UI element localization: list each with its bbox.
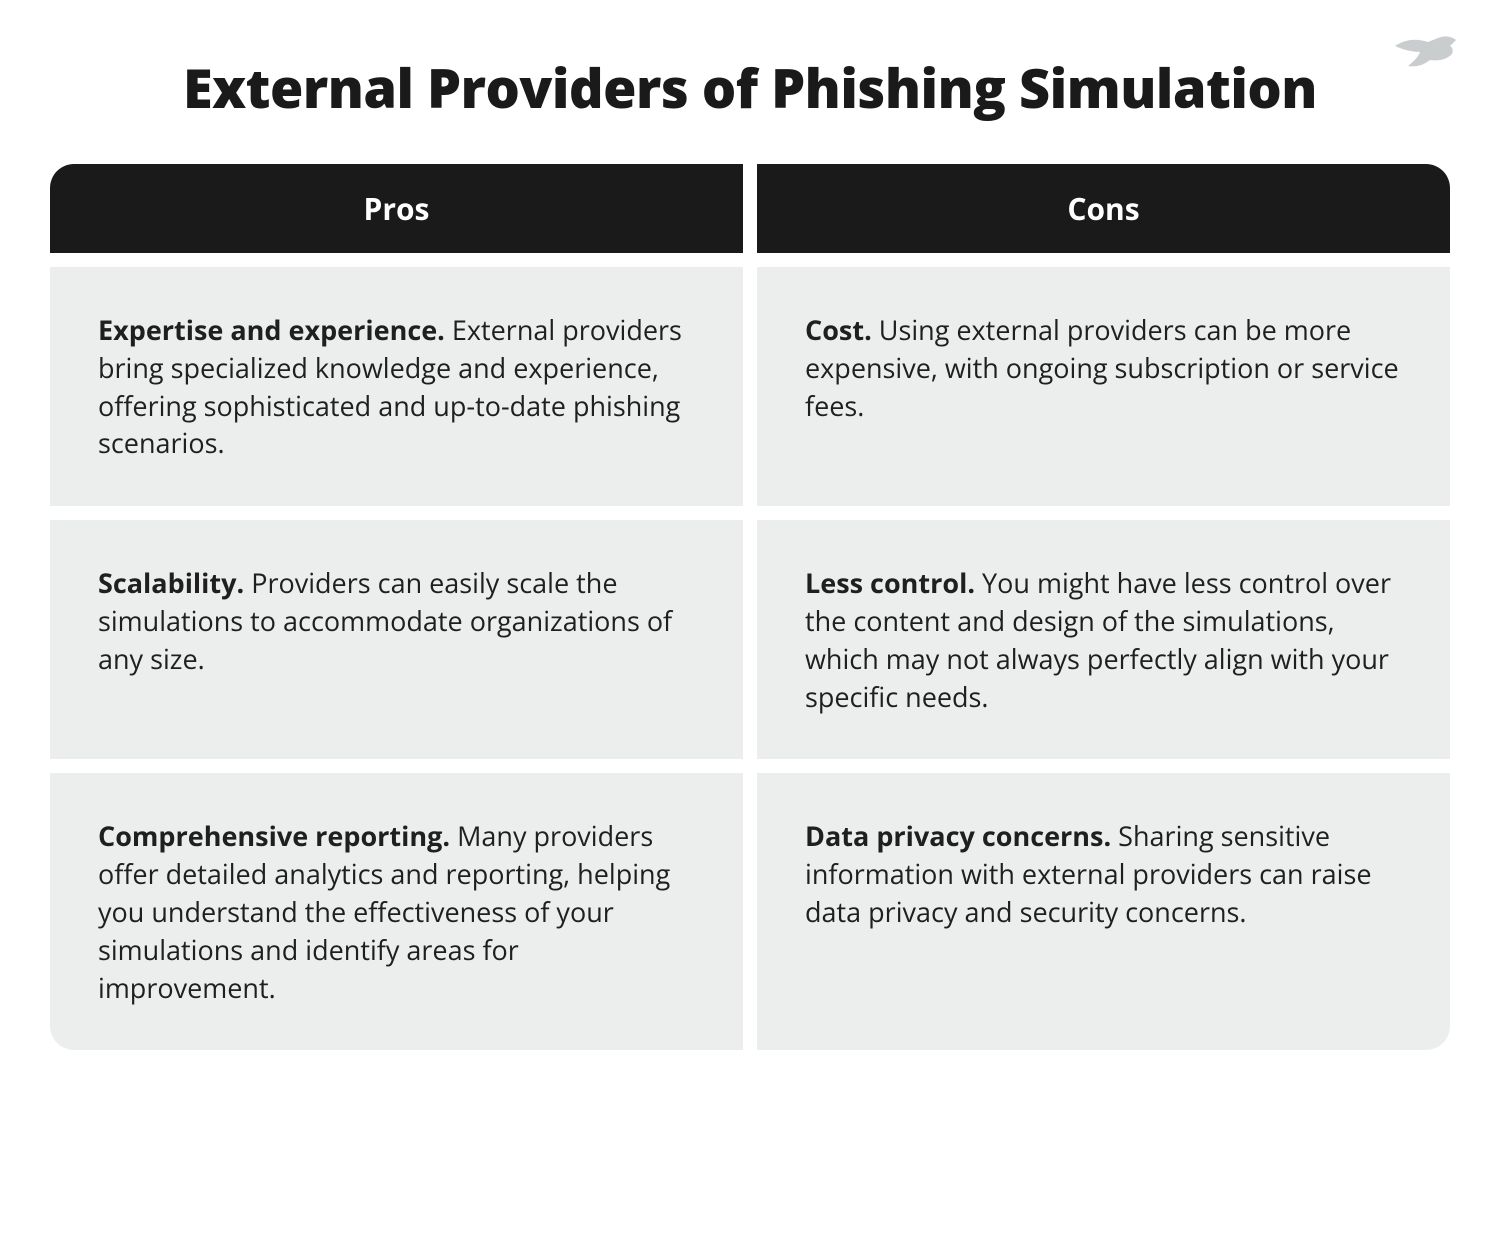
pros-cons-table: Pros Cons Expertise and experience. Exte… [50,164,1450,1050]
pros-cell: Scalability. Providers can easily scale … [50,520,743,759]
pros-cell: Expertise and experience. External provi… [50,267,743,506]
table-row: Expertise and experience. External provi… [50,267,1450,506]
page-title: External Providers of Phishing Simulatio… [50,50,1450,124]
cell-title: Cost. [805,311,872,348]
cell-title: Comprehensive reporting. [98,817,450,854]
bird-logo-icon [1390,28,1460,78]
cons-cell: Data privacy concerns. Sharing sensitive… [757,773,1450,1050]
cell-title: Scalability. [98,564,244,601]
cell-body: Using external providers can be more exp… [805,311,1399,424]
cell-title: Expertise and experience. [98,311,445,348]
table-row: Comprehensive reporting. Many providers … [50,773,1450,1050]
table-row: Scalability. Providers can easily scale … [50,520,1450,759]
pros-cell: Comprehensive reporting. Many providers … [50,773,743,1050]
column-header-pros: Pros [50,164,743,253]
cell-title: Data privacy concerns. [805,817,1111,854]
cons-cell: Cost. Using external providers can be mo… [757,267,1450,506]
cell-title: Less control. [805,564,975,601]
column-header-cons: Cons [757,164,1450,253]
cons-cell: Less control. You might have less contro… [757,520,1450,759]
table-header-row: Pros Cons [50,164,1450,253]
